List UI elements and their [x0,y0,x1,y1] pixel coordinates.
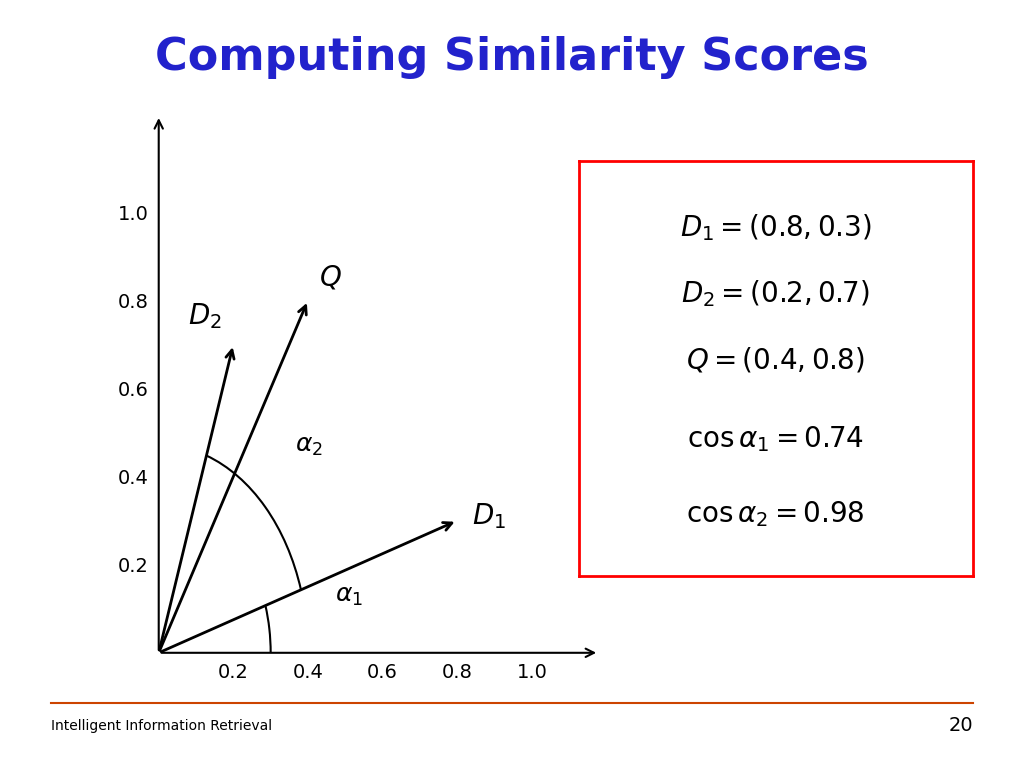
Text: $\cos \alpha_2 = 0.98$: $\cos \alpha_2 = 0.98$ [686,499,865,528]
Text: $Q = (0.4, 0.8)$: $Q = (0.4, 0.8)$ [686,346,865,375]
Text: $D_1 = (0.8, 0.3)$: $D_1 = (0.8, 0.3)$ [680,212,871,243]
Text: $\alpha_2$: $\alpha_2$ [295,434,324,458]
Text: $Q$: $Q$ [319,263,342,292]
Text: $D_2 = (0.2, 0.7)$: $D_2 = (0.2, 0.7)$ [681,279,870,310]
Text: $D_1$: $D_1$ [472,502,506,531]
Text: $\cos \alpha_1 = 0.74$: $\cos \alpha_1 = 0.74$ [687,424,864,454]
Text: $\alpha_1$: $\alpha_1$ [335,584,362,608]
Text: Computing Similarity Scores: Computing Similarity Scores [155,36,869,79]
Text: $D_2$: $D_2$ [188,301,222,331]
Text: 20: 20 [948,717,973,735]
Text: Intelligent Information Retrieval: Intelligent Information Retrieval [51,719,272,733]
